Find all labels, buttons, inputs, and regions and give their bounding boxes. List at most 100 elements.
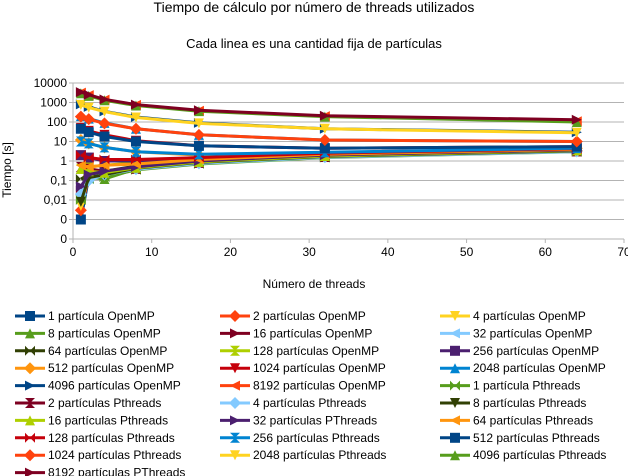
data-point: [99, 106, 110, 117]
legend-item: 8192 partículas OpenMP: [220, 379, 386, 393]
x-tick-label: 40: [381, 245, 395, 259]
legend-item: 1024 partículas OpenMP: [220, 361, 386, 375]
legend-marker: [25, 415, 35, 426]
legend-item: 2048 partículas OpenMP: [440, 361, 606, 375]
y-tick-label: 0: [60, 232, 67, 246]
legend-marker: [229, 397, 241, 409]
legend-item: 1024 partículas Pthreads: [15, 448, 181, 462]
legend-marker: [25, 467, 35, 476]
data-point: [319, 123, 330, 134]
legend-marker: [25, 432, 35, 443]
data-point: [82, 113, 95, 126]
legend-item: 32 partículas OpenMP: [440, 326, 592, 340]
legend-marker: [229, 310, 241, 322]
legend-label: 1024 partículas Pthreads: [48, 448, 181, 462]
legend-label: 64 partículas OpenMP: [48, 344, 167, 358]
legend-label: 128 partículas Pthreads: [48, 431, 175, 445]
y-tick-label: 100: [47, 115, 67, 129]
data-point: [75, 196, 86, 207]
data-point: [83, 102, 94, 113]
data-point: [130, 136, 141, 147]
legend-marker: [450, 363, 460, 374]
legend-item: 4096 partículas Pthreads: [440, 448, 606, 462]
chart-subtitle: Cada linea es una cantidad fija de partí…: [186, 36, 442, 51]
data-point: [570, 135, 583, 148]
legend-item: 2 partículas Pthreads: [15, 396, 161, 410]
legend-label: 8192 partículas OpenMP: [253, 379, 386, 393]
legend-label: 2048 partículas Pthreads: [253, 448, 386, 462]
legend-marker: [24, 362, 36, 375]
series-24: [74, 110, 583, 148]
x-tick-label: 70: [617, 245, 628, 259]
legend-marker: [25, 345, 35, 356]
legend-label: 512 partículas OpenMP: [48, 361, 174, 375]
x-axis-label: Número de threads: [263, 277, 366, 291]
data-point: [75, 87, 86, 98]
legend-item: 64 partículas Pthreads: [440, 413, 593, 427]
legend-item: 4 partículas OpenMP: [440, 309, 586, 323]
y-tick-label: 0,01: [44, 193, 68, 207]
data-point: [75, 160, 86, 171]
legend-marker: [450, 415, 460, 426]
data-point: [319, 143, 330, 154]
y-axis-label: Tiempo [s]: [0, 142, 14, 198]
y-tick-label: 10000: [34, 76, 68, 90]
legend-item: 16 partículas Pthreads: [15, 413, 168, 427]
series-26: [75, 88, 582, 127]
legend-label: 4 partículas OpenMP: [473, 309, 586, 323]
data-point: [75, 181, 86, 192]
data-point: [98, 117, 111, 130]
legend-label: 2 partículas Pthreads: [48, 396, 161, 410]
data-point: [83, 152, 94, 163]
data-point: [75, 123, 86, 134]
data-point: [130, 154, 141, 165]
legend-label: 1 partícula Pthreads: [473, 379, 580, 393]
legend-label: 256 partículas OpenMP: [473, 344, 599, 358]
legend-marker: [450, 328, 460, 339]
legend-marker: [230, 380, 240, 391]
legend-marker: [230, 432, 240, 443]
legend-item: 512 partículas OpenMP: [15, 361, 174, 375]
data-point: [75, 136, 86, 147]
legend-marker: [230, 345, 240, 356]
legend-item: 256 partículas Pthreads: [220, 431, 380, 445]
legend-item: 64 partículas OpenMP: [15, 344, 167, 358]
data-point: [99, 142, 110, 153]
data-point: [83, 169, 94, 180]
y-tick-label: 1000: [40, 96, 67, 110]
legend-label: 1 partícula OpenMP: [48, 309, 155, 323]
legend-label: 2048 partículas OpenMP: [473, 361, 606, 375]
data-point: [193, 105, 204, 116]
chart-title: Tiempo de cálculo por número de threads …: [154, 0, 475, 15]
legend-label: 2 partículas OpenMP: [253, 309, 366, 323]
x-tick-label: 60: [539, 245, 553, 259]
series-25: [75, 99, 582, 138]
data-point: [99, 131, 110, 142]
legend-item: 2048 partículas Pthreads: [220, 448, 386, 462]
legend-marker: [450, 345, 460, 356]
legend-label: 1024 partículas OpenMP: [253, 361, 386, 375]
data-point: [75, 99, 86, 110]
data-point: [192, 128, 205, 141]
plot-area: [74, 87, 583, 225]
data-point: [571, 114, 582, 125]
data-point: [193, 140, 204, 151]
legend-item: 2 partículas OpenMP: [220, 309, 366, 323]
y-tick-label: 1: [60, 154, 67, 168]
legend-item: 128 partículas OpenMP: [220, 344, 379, 358]
x-tick-label: 10: [145, 245, 159, 259]
data-point: [99, 94, 110, 105]
legend-label: 512 partículas Pthreads: [473, 431, 600, 445]
legend-marker: [230, 415, 240, 426]
data-point: [99, 160, 110, 171]
legend-item: 4096 partículas OpenMP: [15, 379, 181, 393]
data-point: [571, 127, 582, 138]
legend-label: 256 partículas Pthreads: [253, 431, 380, 445]
data-point: [83, 138, 94, 149]
legend-item: 16 partículas OpenMP: [220, 326, 372, 340]
data-point: [130, 146, 141, 157]
legend-marker: [230, 363, 240, 374]
legend-item: 128 partículas Pthreads: [15, 431, 175, 445]
legend-label: 64 partículas Pthreads: [473, 413, 593, 427]
